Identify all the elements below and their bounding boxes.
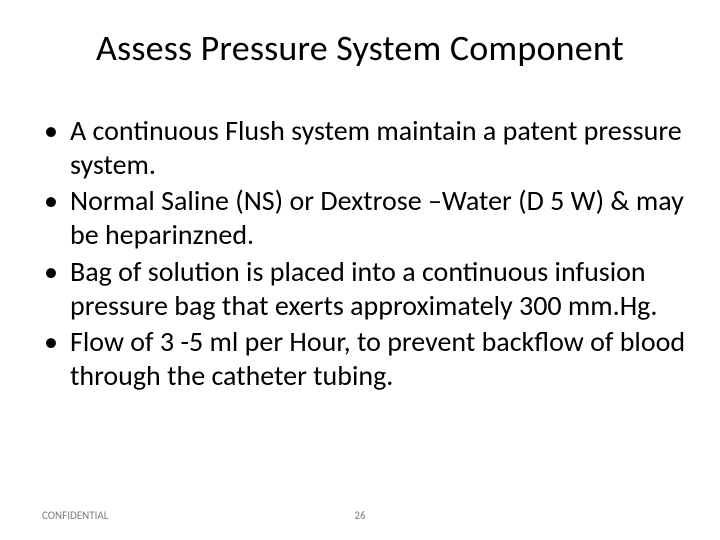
list-item: Flow of 3 -5 ml per Hour, to prevent bac…: [42, 325, 690, 393]
bullet-text: A continuous Flush system maintain a pat…: [70, 113, 682, 182]
title-area: Assess Pressure System Component: [0, 0, 720, 78]
bullet-text: Normal Saline (NS) or Dextrose –Water (D…: [70, 183, 684, 252]
slide: Assess Pressure System Component A conti…: [0, 0, 720, 540]
page-number: 26: [0, 509, 720, 522]
bullet-list: A continuous Flush system maintain a pat…: [42, 114, 690, 393]
bullet-text: Flow of 3 -5 ml per Hour, to prevent bac…: [70, 324, 685, 393]
list-item: Normal Saline (NS) or Dextrose –Water (D…: [42, 184, 690, 252]
bullet-text: Bag of solution is placed into a continu…: [70, 254, 657, 323]
body-area: A continuous Flush system maintain a pat…: [0, 78, 720, 393]
slide-title: Assess Pressure System Component: [0, 26, 720, 70]
list-item: Bag of solution is placed into a continu…: [42, 255, 690, 323]
footer: CONFIDENTIAL 26: [0, 504, 720, 522]
list-item: A continuous Flush system maintain a pat…: [42, 114, 690, 182]
